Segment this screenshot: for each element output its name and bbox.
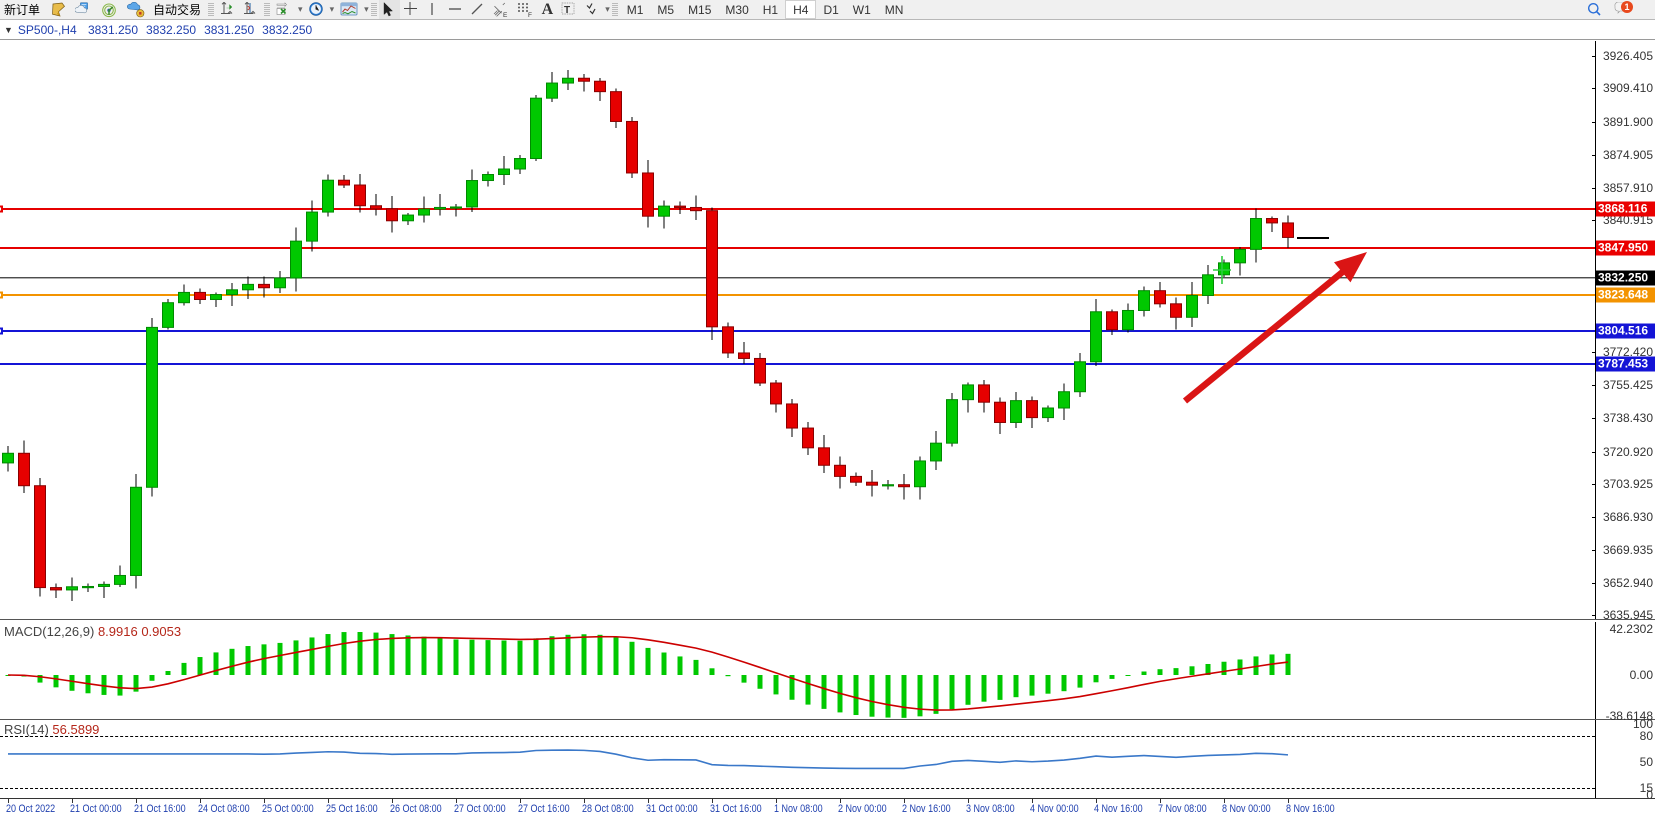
svg-text:T: T — [564, 4, 570, 15]
svg-text:F: F — [528, 12, 532, 18]
svg-text:E: E — [503, 12, 508, 18]
